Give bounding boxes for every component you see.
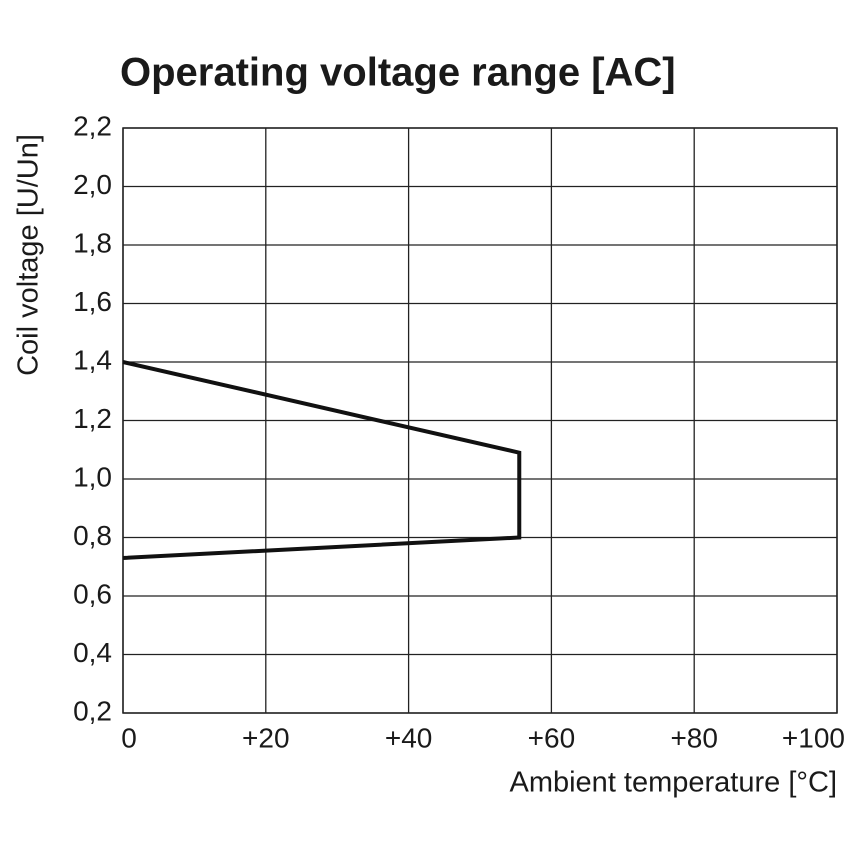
- y-tick-label: 1,4: [73, 344, 112, 375]
- y-tick-label: 1,0: [73, 461, 112, 492]
- y-tick-label: 0,6: [73, 578, 112, 609]
- y-tick-label: 2,2: [73, 110, 112, 141]
- y-tick-label: 1,6: [73, 286, 112, 317]
- y-axis-label: Coil voltage [U/Un]: [13, 134, 45, 376]
- y-tick-label: 0,2: [73, 695, 112, 726]
- y-tick-label: 1,8: [73, 227, 112, 258]
- x-axis-label: Ambient temperature [°C]: [509, 767, 837, 799]
- x-tick-label: +20: [242, 722, 290, 753]
- x-tick-label: +40: [385, 722, 433, 753]
- data-line: [122, 360, 522, 560]
- y-tick-label: 2,0: [73, 169, 112, 200]
- y-tick-label: 0,8: [73, 520, 112, 551]
- y-tick-label: 0,4: [73, 637, 112, 668]
- x-tick-label: +60: [528, 722, 576, 753]
- chart-title: Operating voltage range [AC]: [120, 51, 676, 95]
- x-tick-label: +100: [782, 722, 845, 753]
- y-tick-label: 1,2: [73, 403, 112, 434]
- x-tick-label: 0: [121, 722, 137, 753]
- x-tick-label: +80: [670, 722, 718, 753]
